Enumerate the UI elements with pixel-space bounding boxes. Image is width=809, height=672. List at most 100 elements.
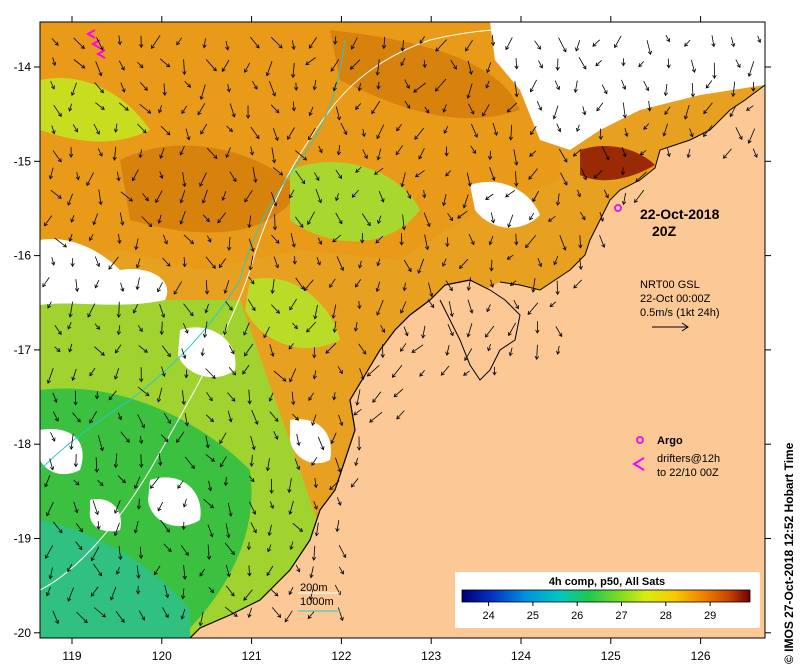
current-vector-head — [73, 401, 78, 406]
current-vector-head — [76, 418, 81, 423]
current-vector-head — [572, 152, 577, 157]
current-vector — [54, 237, 67, 248]
current-vector-head — [199, 572, 204, 577]
current-vector — [599, 211, 604, 222]
current-vector-head — [186, 83, 192, 88]
current-vector-head — [209, 533, 214, 538]
current-vector — [374, 167, 384, 175]
current-vector — [443, 104, 447, 113]
current-vector — [120, 282, 124, 292]
current-vector-head — [400, 62, 405, 67]
current-vector-head — [226, 573, 231, 578]
current-vector — [226, 147, 231, 158]
current-vector-head — [92, 221, 97, 226]
current-vector-head — [336, 116, 342, 121]
lon-tick-label: 120 — [152, 649, 172, 663]
current-vector — [248, 607, 252, 618]
current-vector — [227, 502, 232, 517]
current-vector-head — [69, 445, 74, 450]
current-vector-head — [155, 198, 160, 204]
current-vector-head — [342, 553, 347, 559]
current-vector — [251, 80, 258, 90]
current-vector — [393, 388, 404, 397]
current-vector — [97, 480, 104, 486]
current-vector-head — [537, 45, 541, 50]
current-vector — [220, 456, 227, 467]
current-vector — [270, 36, 283, 49]
current-vector-head — [529, 216, 534, 221]
lat-tick-label: -20 — [14, 626, 32, 640]
current-vector — [490, 279, 494, 288]
coastline-king-sound — [439, 279, 521, 381]
current-vector — [207, 524, 213, 537]
current-vector-head — [340, 266, 344, 272]
current-vector-head — [469, 309, 474, 314]
current-vector-head — [355, 401, 360, 406]
current-vector — [485, 325, 495, 338]
current-vector-head — [380, 354, 385, 359]
current-vector — [603, 189, 609, 198]
current-vector-head — [401, 226, 407, 231]
current-vector — [549, 301, 557, 307]
current-vector-head — [440, 371, 445, 376]
current-vector — [54, 346, 61, 352]
current-vector-head — [231, 397, 236, 402]
current-vector — [377, 215, 382, 224]
current-vector — [467, 323, 473, 337]
current-vector — [118, 301, 120, 318]
current-vector-head — [251, 307, 256, 312]
current-vector-head — [263, 334, 268, 339]
current-vector — [623, 192, 626, 205]
current-vector-head — [703, 109, 708, 115]
current-vector — [139, 149, 142, 158]
current-vector-head — [514, 182, 519, 187]
current-vector — [532, 190, 540, 202]
current-vector — [208, 480, 212, 491]
lat-tick-label: -18 — [14, 437, 32, 451]
current-vector-head — [68, 348, 73, 353]
current-vector — [530, 79, 537, 92]
current-vector-head — [332, 396, 337, 401]
current-vector-head — [634, 198, 638, 204]
current-vector — [97, 148, 103, 157]
current-vector-head — [157, 288, 161, 293]
current-vector-head — [233, 612, 238, 617]
current-vector-head — [647, 50, 652, 55]
current-vector-head — [230, 350, 235, 355]
current-vector-head — [320, 446, 325, 451]
current-vector — [489, 235, 494, 245]
current-vector — [153, 565, 161, 575]
current-vector — [180, 190, 186, 203]
current-scale-arrow — [652, 322, 689, 332]
current-vector-head — [244, 68, 248, 73]
current-vector-head — [336, 151, 342, 156]
cloud-mask — [40, 239, 168, 305]
current-vector — [581, 168, 587, 180]
current-vector — [296, 433, 300, 446]
current-vector — [137, 325, 143, 332]
current-vector-head — [108, 265, 113, 270]
longitude-axis: 119 120 121 122 123 124 125 126 — [62, 16, 711, 663]
current-vector-head — [98, 72, 103, 77]
current-vector-head — [315, 176, 320, 181]
current-vector-head — [621, 201, 627, 206]
current-vector — [338, 545, 346, 558]
coastline-kimberley — [499, 84, 765, 291]
current-vector — [732, 81, 736, 97]
current-vector-head — [74, 128, 78, 133]
colorbar-tick-label: 29 — [704, 610, 716, 622]
current-vector-head — [445, 243, 450, 248]
current-vector — [375, 235, 384, 244]
current-vector — [525, 235, 537, 248]
current-vector-head — [375, 239, 380, 244]
current-vector — [621, 79, 626, 90]
current-vector-head — [166, 353, 171, 358]
current-vector-head — [118, 416, 122, 421]
current-vector — [97, 521, 100, 530]
current-vector — [580, 211, 586, 220]
current-vector — [162, 257, 171, 267]
current-vector-head — [643, 125, 648, 130]
current-vector-head — [453, 65, 457, 70]
current-vector-head — [243, 596, 248, 601]
current-vector — [468, 277, 472, 291]
